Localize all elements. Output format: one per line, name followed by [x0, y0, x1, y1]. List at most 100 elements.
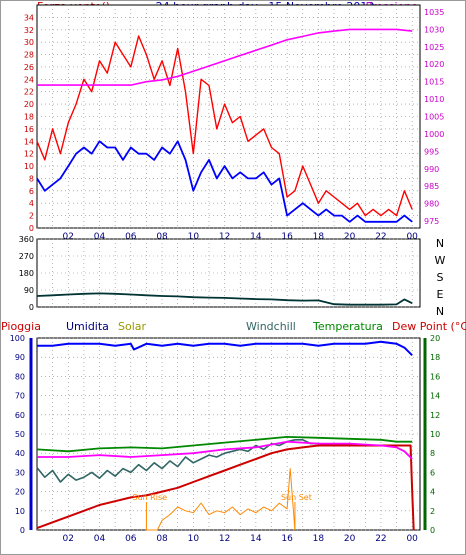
weather-legend: Pioggia Umidita Solar Windchill Temperat…	[1, 320, 466, 333]
wind-line	[36, 35, 413, 217]
pressure-tick-label: 1025	[424, 43, 444, 52]
x-tick-label: 08	[156, 232, 168, 242]
compass-label: E	[437, 288, 444, 301]
x-tick-label: 10	[188, 534, 200, 544]
x-tick-label: 10	[188, 232, 200, 242]
x-tick-label: 08	[156, 534, 168, 544]
humidity-tick-label: 90	[15, 353, 25, 362]
pressure-tick-label: 990	[424, 165, 439, 174]
wind-tick-label: 8	[29, 174, 34, 183]
x-tick-label: 06	[125, 534, 137, 544]
legend-dewpoint: Dew Point (°C)	[392, 320, 466, 333]
x-tick-label: 16	[281, 232, 293, 242]
direction-tick-label: 90	[24, 286, 34, 295]
x-tick-label: 18	[313, 232, 325, 242]
solar-line	[146, 468, 296, 531]
wind-tick-label: 20	[24, 100, 34, 109]
wind-tick-label: 34	[24, 13, 34, 22]
temperature-tick-label: 10	[430, 430, 440, 439]
legend-temperature: Temperatura	[312, 320, 383, 333]
x-tick-label: 20	[344, 232, 356, 242]
pressure-line	[37, 28, 413, 86]
compass-label: N	[436, 237, 444, 250]
plot-area	[36, 238, 421, 308]
direction-tick-label: 360	[19, 235, 34, 244]
x-tick-label: 04	[94, 534, 106, 544]
wind-tick-label: 2	[29, 212, 34, 221]
humidity-tick-label: 40	[15, 449, 25, 458]
humidity-tick-label: 50	[15, 430, 25, 439]
humidity-tick-label: 70	[15, 392, 25, 401]
wind-tick-label: 0	[29, 224, 34, 233]
pressure-tick-label: 1030	[424, 25, 444, 34]
x-tick-label: 12	[219, 232, 230, 242]
weather-panel: 02 04 06 08 10 12 14 16 18 20 22 000102030405060708…	[10, 334, 440, 544]
humidity-line	[37, 340, 413, 357]
wind-tick-label: 26	[24, 63, 34, 72]
wind-tick-label: 14	[24, 137, 34, 146]
x-tick-label: 02	[63, 534, 74, 544]
x-tick-label: 14	[250, 534, 262, 544]
wind-pressure-panel: 02 04 06 08 10 12 14 16 18 20 22 000246810121416182…	[24, 4, 444, 242]
temperature-tick-label: 4	[430, 488, 435, 497]
legend-humidity: Umidita	[66, 320, 109, 333]
x-tick-label: 22	[375, 534, 386, 544]
temperature-tick-label: 0	[430, 526, 435, 535]
temperature-tick-label: 8	[430, 449, 435, 458]
humidity-tick-label: 20	[15, 488, 25, 497]
temperature-tick-label: 12	[430, 411, 440, 420]
x-tick-label: 20	[344, 534, 356, 544]
x-tick-label: 18	[313, 534, 325, 544]
x-tick-label: 04	[94, 232, 106, 242]
wind-tick-label: 16	[24, 125, 34, 134]
temperature-tick-label: 6	[430, 468, 435, 477]
wind-tick-label: 4	[29, 199, 34, 208]
legend-rain: Pioggia	[1, 320, 41, 333]
x-tick-label: 12	[219, 534, 230, 544]
direction-line	[36, 292, 413, 306]
temperature-tick-label: 14	[430, 392, 440, 401]
humidity-tick-label: 60	[15, 411, 25, 420]
plot-area	[36, 337, 421, 531]
wind-tick-label: 22	[24, 88, 34, 97]
sunrise-label: Sun Rise	[132, 493, 167, 502]
temperature-tick-label: 2	[430, 507, 435, 516]
wind-tick-label: 10	[24, 162, 34, 171]
windchill-line	[36, 438, 319, 483]
dewpoint-line	[37, 440, 413, 460]
sunset-label: Sun Set	[281, 493, 312, 502]
pressure-tick-label: 1015	[424, 78, 444, 87]
humidity-tick-label: 30	[15, 468, 25, 477]
direction-tick-label: 0	[29, 303, 34, 312]
x-tick-label: 02	[63, 232, 74, 242]
pressure-tick-label: 995	[424, 147, 439, 156]
temperature-tick-label: 20	[430, 334, 440, 343]
wind-tick-label: 30	[24, 38, 34, 47]
wind-tick-label: 6	[29, 187, 34, 196]
direction-tick-label: 270	[19, 252, 34, 261]
x-tick-label: 06	[125, 232, 137, 242]
temperature-line	[36, 435, 413, 453]
wind-tick-label: 28	[24, 51, 34, 60]
x-tick-label: 00	[406, 534, 418, 544]
legend-windchill: Windchill	[246, 320, 296, 333]
wind-tick-label: 12	[24, 150, 34, 159]
pressure-tick-label: 1010	[424, 95, 444, 104]
temperature-tick-label: 16	[430, 372, 440, 381]
wind-tick-label: 18	[24, 113, 34, 122]
compass-label: N	[436, 305, 444, 318]
pressure-tick-label: 1000	[424, 130, 444, 139]
pressure-tick-label: 980	[424, 200, 439, 209]
humidity-tick-label: 100	[10, 334, 25, 343]
legend-solar: Solar	[118, 320, 147, 333]
wind-tick-label: 24	[24, 75, 34, 84]
pressure-tick-label: 1005	[424, 113, 444, 122]
compass-label: W	[435, 254, 446, 267]
humidity-tick-label: 80	[15, 372, 25, 381]
x-tick-label: 22	[375, 232, 386, 242]
x-tick-label: 00	[406, 232, 418, 242]
x-tick-label: 16	[281, 534, 293, 544]
pressure-tick-label: 985	[424, 182, 439, 191]
